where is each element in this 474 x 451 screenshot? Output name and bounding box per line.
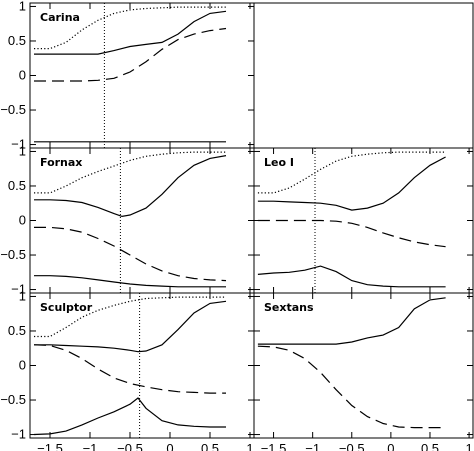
panel-label: Carina: [40, 11, 80, 24]
x-tick-label: 1: [465, 441, 472, 451]
y-tick-label: 0: [19, 213, 26, 228]
x-tick-label: −1: [83, 441, 98, 451]
panel-frame: [29, 147, 255, 294]
x-tick-label: −1.5: [37, 441, 63, 451]
panel-label: Leo I: [264, 156, 294, 169]
panel-fornax: −1 −0.5 0 0.5 1 Fornax: [0, 143, 255, 297]
series-solid-line: [257, 297, 446, 345]
series-solid-line: [34, 275, 226, 288]
empty-panel-frame: [253, 2, 474, 149]
panel-frame: [29, 2, 255, 149]
panel-leo-i: Leo I: [253, 147, 474, 294]
series-dashed-line: [34, 226, 227, 282]
panel-label: Sextans: [264, 301, 314, 314]
x-tick-label: 0.5: [201, 441, 219, 451]
y-tick-label: −1: [11, 427, 26, 442]
series-dashed-line: [33, 344, 226, 394]
series-dotted-line: [257, 151, 446, 194]
x-tick-label: −1.5: [261, 441, 287, 451]
y-tick-label: 0.5: [8, 178, 26, 193]
x-tick-label: 0: [387, 441, 394, 451]
panel-carina: −1 −0.5 0 0.5 1 Carina: [0, 0, 255, 152]
series-dashed-line: [257, 345, 446, 429]
panel-frame: [29, 292, 255, 439]
panel-label: Sculptor: [40, 301, 93, 314]
series-dashed-line: [34, 27, 227, 82]
x-tick-label: 0.5: [421, 441, 439, 451]
y-tick-label: 1: [19, 0, 26, 13]
y-tick-label: 0: [19, 358, 26, 373]
panel-frame: [253, 292, 474, 439]
x-tick-label: 1: [246, 441, 253, 451]
series-solid-line: [34, 10, 227, 55]
series-solid-line: [34, 300, 227, 353]
series-dotted-line: [34, 151, 226, 194]
y-tick-label: 0: [19, 68, 26, 83]
series-dashed-line: [257, 219, 446, 248]
series-solid-line: [257, 156, 446, 211]
x-tick-label: 0: [166, 441, 173, 451]
y-tick-label: 0.5: [8, 323, 26, 338]
series-dotted-line: [34, 296, 226, 338]
y-tick-label: 1: [19, 288, 26, 303]
y-tick-label: −0.5: [0, 392, 26, 407]
panel-sextans: −1.5 −1 −0.5 0 0.5 1 Sextans: [253, 292, 474, 451]
series-solid-line: [34, 155, 227, 218]
series-dotted-line: [34, 6, 226, 50]
y-tick-label: −1: [11, 137, 26, 152]
y-tick-label: 1: [19, 143, 26, 158]
y-tick-label: −1: [11, 282, 26, 297]
series-solid-line: [257, 265, 446, 288]
y-tick-label: −0.5: [0, 102, 26, 117]
series-solid-line: [33, 397, 226, 436]
panel-sculptor: −1 −0.5 0 0.5 1 −1.5 −1 −0.5 0 0.5 1 Sculptor: [0, 288, 255, 451]
y-tick-label: −0.5: [0, 247, 26, 262]
x-tick-label: −1: [305, 441, 320, 451]
x-tick-label: −0.5: [339, 441, 365, 451]
y-tick-label: 0.5: [8, 33, 26, 48]
x-tick-label: −0.5: [117, 441, 143, 451]
panel-label: Fornax: [40, 156, 82, 169]
